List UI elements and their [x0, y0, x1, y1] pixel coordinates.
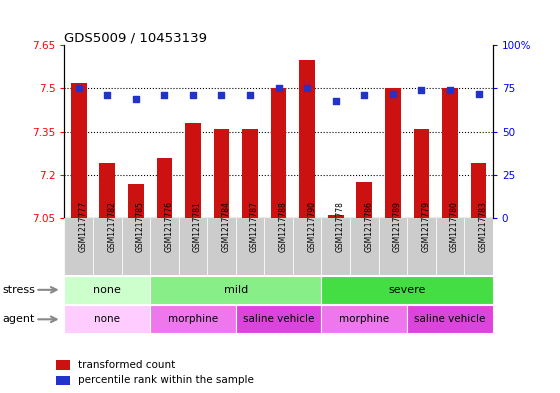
Bar	[93, 218, 122, 275]
Bar	[56, 360, 70, 370]
Text: GSM1217786: GSM1217786	[364, 201, 374, 252]
Bar	[64, 218, 93, 275]
Bar	[242, 129, 258, 218]
Bar	[207, 218, 236, 275]
Bar	[407, 305, 493, 333]
Text: percentile rank within the sample: percentile rank within the sample	[78, 375, 254, 386]
Text: GSM1217776: GSM1217776	[165, 201, 174, 252]
Point	[331, 97, 340, 104]
Point	[74, 85, 83, 92]
Bar	[436, 218, 464, 275]
Text: severe: severe	[389, 285, 426, 295]
Bar	[321, 305, 407, 333]
Text: GDS5009 / 10453139: GDS5009 / 10453139	[64, 31, 207, 44]
Bar	[407, 218, 436, 275]
Bar	[379, 218, 407, 275]
Bar	[56, 376, 70, 385]
Bar	[270, 88, 287, 218]
Bar	[413, 129, 430, 218]
Bar	[328, 215, 344, 218]
Bar	[213, 129, 230, 218]
Text: GSM1217779: GSM1217779	[421, 201, 431, 252]
Text: GSM1217777: GSM1217777	[78, 201, 88, 252]
Bar	[122, 218, 150, 275]
Point	[302, 85, 311, 92]
Text: GSM1217787: GSM1217787	[250, 201, 259, 252]
Bar	[150, 305, 236, 333]
Bar	[321, 276, 493, 304]
Point	[274, 85, 283, 92]
Point	[245, 92, 254, 99]
Point	[131, 95, 140, 102]
Bar	[99, 163, 115, 218]
Point	[417, 87, 426, 93]
Bar	[64, 305, 150, 333]
Point	[103, 92, 112, 99]
Text: GSM1217783: GSM1217783	[478, 201, 488, 252]
Text: saline vehicle: saline vehicle	[243, 314, 314, 324]
Text: GSM1217789: GSM1217789	[393, 201, 402, 252]
Point	[446, 87, 455, 93]
Text: GSM1217781: GSM1217781	[193, 201, 202, 252]
Bar	[350, 218, 379, 275]
Text: none: none	[94, 314, 120, 324]
Bar	[464, 218, 493, 275]
Text: none: none	[94, 285, 121, 295]
Bar	[185, 123, 201, 218]
Bar	[470, 163, 487, 218]
Point	[360, 92, 368, 99]
Bar	[64, 276, 150, 304]
Text: morphine: morphine	[168, 314, 218, 324]
Bar	[299, 60, 315, 218]
Point	[188, 92, 198, 99]
Bar	[128, 184, 144, 218]
Text: GSM1217790: GSM1217790	[307, 201, 316, 252]
Point	[474, 90, 483, 97]
Text: GSM1217778: GSM1217778	[335, 201, 345, 252]
Bar	[236, 218, 264, 275]
Bar	[293, 218, 321, 275]
Point	[388, 90, 397, 97]
Bar	[150, 218, 179, 275]
Bar	[156, 158, 172, 218]
Bar	[356, 182, 372, 218]
Bar	[321, 218, 350, 275]
Text: saline vehicle: saline vehicle	[414, 314, 486, 324]
Point	[160, 92, 169, 99]
Text: GSM1217784: GSM1217784	[221, 201, 231, 252]
Bar	[264, 218, 293, 275]
Text: stress: stress	[3, 285, 36, 295]
Text: mild: mild	[223, 285, 248, 295]
Bar	[236, 305, 321, 333]
Text: GSM1217785: GSM1217785	[136, 201, 145, 252]
Text: GSM1217788: GSM1217788	[279, 201, 288, 252]
Bar	[442, 88, 458, 218]
Text: morphine: morphine	[339, 314, 389, 324]
Text: GSM1217782: GSM1217782	[108, 201, 116, 252]
Bar	[150, 276, 321, 304]
Text: agent: agent	[3, 314, 35, 324]
Bar	[385, 88, 401, 218]
Bar	[179, 218, 207, 275]
Text: transformed count: transformed count	[78, 360, 176, 370]
Bar	[71, 83, 87, 218]
Point	[217, 92, 226, 99]
Text: GSM1217780: GSM1217780	[450, 201, 459, 252]
